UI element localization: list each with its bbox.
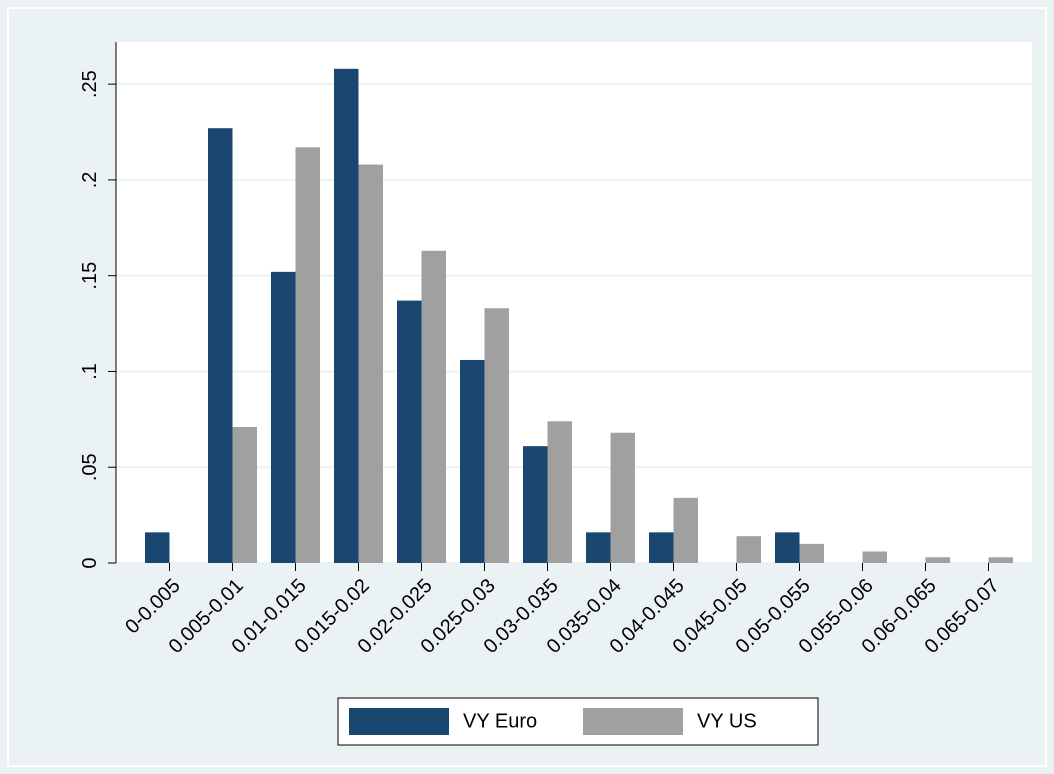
bar — [358, 164, 383, 563]
bar — [925, 557, 950, 563]
bar — [988, 557, 1013, 563]
bar — [334, 68, 359, 564]
bars — [145, 68, 1013, 564]
grid — [116, 83, 1032, 564]
y-tick-label: .15 — [79, 262, 101, 290]
bar — [862, 551, 887, 563]
y-tick-label: 0 — [79, 557, 101, 568]
bar — [484, 308, 509, 563]
legend-swatch — [349, 708, 449, 735]
legend-label: VY US — [697, 710, 757, 732]
bar — [208, 128, 233, 563]
frame — [7, 7, 1047, 767]
y-tick-label: .05 — [79, 453, 101, 481]
bar — [775, 532, 800, 563]
bar — [295, 147, 320, 564]
bar — [649, 532, 674, 563]
bar — [145, 532, 170, 563]
legend-label: VY Euro — [463, 710, 537, 732]
y-tick-label: .1 — [79, 363, 101, 380]
bar — [736, 536, 761, 563]
bar — [232, 427, 257, 563]
y-tick-label: .25 — [79, 70, 101, 98]
bar — [586, 532, 611, 563]
bar — [523, 446, 548, 563]
plot-area — [116, 42, 1032, 563]
bar — [460, 359, 485, 563]
bar — [397, 300, 422, 563]
legend-items: VY Euro VY US — [349, 708, 757, 735]
bar — [271, 271, 296, 563]
bar — [547, 421, 572, 563]
y-tick-label: .2 — [79, 172, 101, 189]
bar — [673, 497, 698, 563]
bar — [610, 432, 635, 563]
bar — [799, 543, 824, 563]
bar — [421, 250, 446, 563]
legend-swatch — [583, 708, 683, 735]
